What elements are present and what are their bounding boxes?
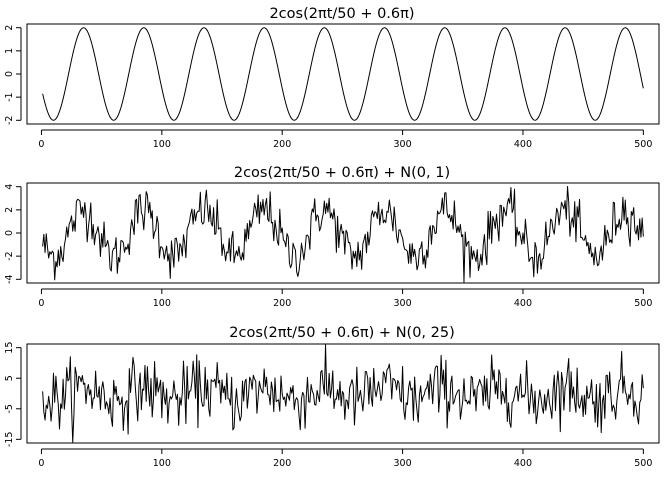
x-tick-label: 200 bbox=[273, 298, 291, 309]
panel-2-x-axis: 0 100 200 300 400 500 bbox=[38, 288, 652, 309]
panel-1: 2cos(2πt/50 + 0.6π) 0 100 200 300 400 500 -2-… bbox=[4, 6, 660, 150]
panel-2: 2cos(2πt/50 + 0.6π) + N(0, 1) 0 100 200 300… bbox=[4, 165, 660, 309]
y-tick-label: 15 bbox=[4, 342, 15, 354]
x-tick-label: 400 bbox=[514, 298, 532, 309]
x-tick-label: 200 bbox=[273, 139, 291, 150]
y-tick-label: 2 bbox=[4, 207, 15, 213]
y-tick-label: 4 bbox=[4, 184, 15, 190]
panel-2-series-line bbox=[42, 185, 644, 283]
x-tick-label: 100 bbox=[153, 298, 171, 309]
x-tick-label: 0 bbox=[38, 298, 44, 309]
x-tick-label: 100 bbox=[153, 139, 171, 150]
y-tick-label: 0 bbox=[4, 230, 15, 236]
panel-2-y-axis: -4 -2 0 2 4 bbox=[4, 184, 22, 284]
y-tick-label: -2 bbox=[4, 116, 15, 125]
y-tick-label: 5 bbox=[4, 375, 15, 381]
x-tick-label: 100 bbox=[153, 458, 171, 469]
x-tick-label: 500 bbox=[634, 139, 652, 150]
panel-3-x-axis: 0 100 200 300 400 500 bbox=[38, 448, 652, 469]
panel-3-title: 2cos(2πt/50 + 0.6π) + N(0, 25) bbox=[229, 325, 455, 341]
y-tick-label: -15 bbox=[4, 432, 15, 448]
y-tick-label: 2 bbox=[4, 25, 15, 31]
y-tick-label: 1 bbox=[4, 48, 15, 54]
x-tick-label: 500 bbox=[634, 458, 652, 469]
x-tick-label: 300 bbox=[394, 298, 412, 309]
panel-1-series-line bbox=[42, 27, 644, 121]
panel-2-title: 2cos(2πt/50 + 0.6π) + N(0, 1) bbox=[234, 165, 450, 181]
panel-1-y-axis: -2 -1 0 1 2 bbox=[4, 25, 22, 125]
panel-1-x-axis: 0 100 200 300 400 500 bbox=[38, 129, 652, 150]
x-tick-label: 0 bbox=[38, 139, 44, 150]
x-tick-label: 300 bbox=[394, 139, 412, 150]
y-tick-label: -4 bbox=[4, 275, 15, 284]
x-tick-label: 400 bbox=[514, 458, 532, 469]
panel-3-plot-frame bbox=[26, 343, 660, 444]
panel-3-series-line bbox=[42, 344, 644, 443]
y-tick-label: 0 bbox=[4, 71, 15, 77]
y-tick-label: -2 bbox=[4, 251, 15, 260]
panel-3-y-axis: -15 -5 5 15 bbox=[4, 342, 22, 448]
y-tick-label: -5 bbox=[4, 404, 15, 413]
x-tick-label: 200 bbox=[273, 458, 291, 469]
panel-1-plot-frame bbox=[26, 23, 660, 125]
panel-1-title: 2cos(2πt/50 + 0.6π) bbox=[269, 6, 414, 22]
x-tick-label: 0 bbox=[38, 458, 44, 469]
panel-2-plot-frame bbox=[26, 182, 660, 284]
y-tick-label: -1 bbox=[4, 92, 15, 101]
x-tick-label: 500 bbox=[634, 298, 652, 309]
panel-3: 2cos(2πt/50 + 0.6π) + N(0, 25) 0 100 200 30… bbox=[4, 325, 660, 469]
x-tick-label: 400 bbox=[514, 139, 532, 150]
x-tick-label: 300 bbox=[394, 458, 412, 469]
